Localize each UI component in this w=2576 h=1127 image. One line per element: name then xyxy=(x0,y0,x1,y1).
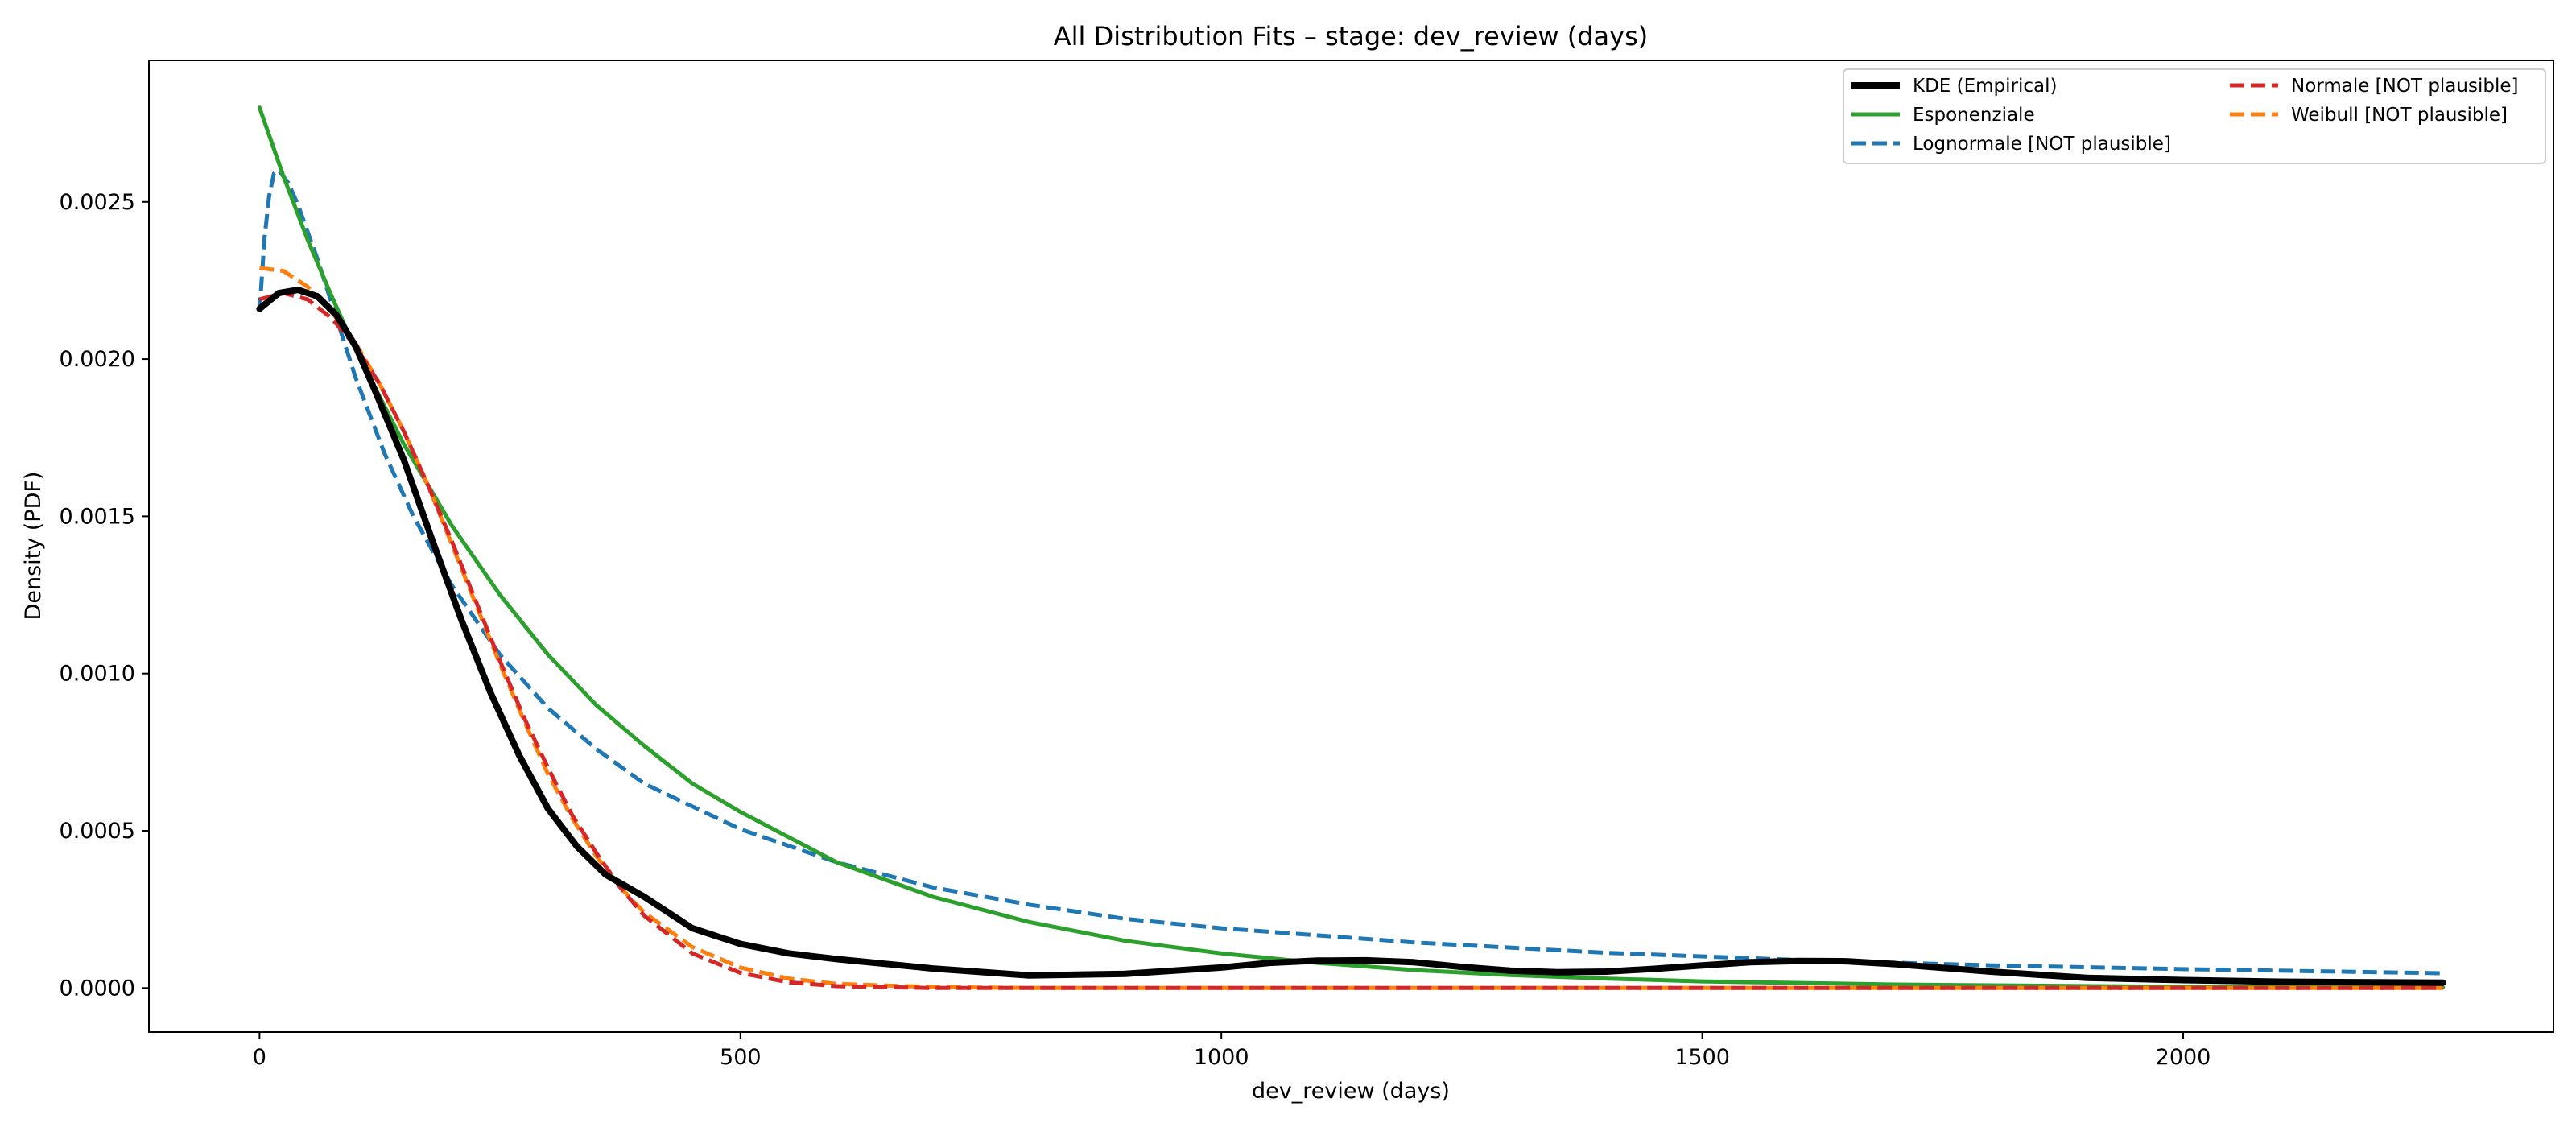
legend-label: Weibull [NOT plausible] xyxy=(2291,105,2508,126)
legend-box xyxy=(1843,68,2546,164)
y-tick-label: 0.0005 xyxy=(60,819,135,844)
series-line-2 xyxy=(259,266,2443,990)
plot-frame xyxy=(148,60,2554,1033)
x-axis-label: dev_review (days) xyxy=(1252,1079,1450,1104)
chart-title: All Distribution Fits – stage: dev_revie… xyxy=(1054,21,1648,52)
x-tick-label: 2000 xyxy=(2156,1045,2211,1070)
y-axis-label: Density (PDF) xyxy=(21,472,46,621)
x-tick-label: 0 xyxy=(253,1045,266,1070)
y-tick-label: 0.0025 xyxy=(60,190,135,215)
x-tick-label: 500 xyxy=(720,1045,762,1070)
legend-label: Lognormale [NOT plausible] xyxy=(1913,134,2171,155)
y-tick-label: 0.0020 xyxy=(60,347,135,372)
legend-label: KDE (Empirical) xyxy=(1913,76,2058,97)
x-tick-label: 1000 xyxy=(1194,1045,1249,1070)
y-tick-label: 0.0010 xyxy=(60,662,135,687)
legend-label: Normale [NOT plausible] xyxy=(2291,76,2518,97)
legend-label: Esponenziale xyxy=(1913,105,2035,126)
series-line-0 xyxy=(256,287,2446,986)
x-tick-label: 1500 xyxy=(1674,1045,1730,1070)
y-tick-label: 0.0000 xyxy=(60,976,135,1001)
y-tick-label: 0.0015 xyxy=(60,504,135,529)
series-line-4 xyxy=(258,291,2443,990)
